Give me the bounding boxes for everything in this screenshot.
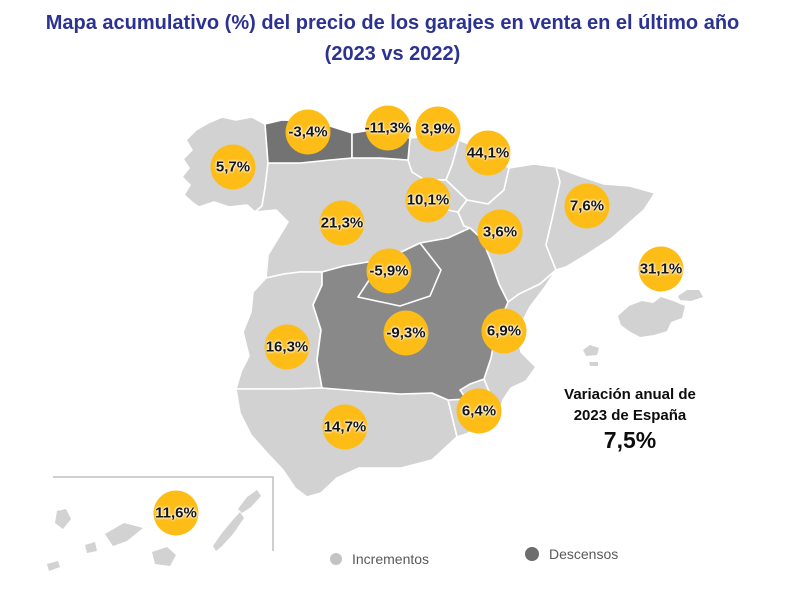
island-mallorca <box>618 297 685 337</box>
legend-increments-label: Incrementos <box>352 551 430 567</box>
island-ibiza <box>583 345 599 356</box>
bubble-baleares: 31,1% <box>638 246 684 292</box>
bubble-andalucia: 14,7% <box>322 404 368 450</box>
bubble-extremadura: 16,3% <box>264 324 310 370</box>
island-el-hierro <box>47 561 60 571</box>
island-gran-canaria <box>152 547 176 566</box>
page-title-line1: Mapa acumulativo (%) del precio de los g… <box>45 12 740 34</box>
bubble-castilla-y-leon: 21,3% <box>319 200 365 246</box>
legend-decreases: Descensos <box>525 546 618 562</box>
page-title: Mapa acumulativo (%) del precio de los g… <box>0 8 785 70</box>
bubble-murcia: 6,4% <box>456 388 502 434</box>
bubble-galicia: 5,7% <box>210 144 256 190</box>
bubble-pais-vasco: 3,9% <box>415 106 461 152</box>
bubble-castilla-la-mancha: -9,3% <box>383 310 429 356</box>
decrease-dot-icon <box>525 547 539 561</box>
bubble-madrid: -5,9% <box>366 248 412 294</box>
island-formentera <box>589 362 598 366</box>
bubble-cantabria: -11,3% <box>365 105 411 151</box>
bubble-valencia: 6,9% <box>481 308 527 354</box>
page-title-line2: (2023 vs 2022) <box>324 43 461 65</box>
legend-decreases-label: Descensos <box>549 546 619 562</box>
bubble-canarias: 11,6% <box>153 490 199 536</box>
island-lanzarote <box>238 490 261 513</box>
national-variation-line2: 2023 de España <box>573 407 687 424</box>
legend-increments: Incrementos <box>330 551 429 567</box>
island-tenerife <box>105 523 143 546</box>
national-variation-note: Variación anual de 2023 de España 7,5% <box>545 384 715 454</box>
national-variation-line1: Variación anual de <box>564 386 696 403</box>
island-fuerteventura <box>213 512 244 551</box>
canarias-inset-border <box>53 476 274 551</box>
bubble-navarra: 44,1% <box>465 130 511 176</box>
increment-dot-icon <box>330 553 342 565</box>
island-la-palma <box>55 509 71 529</box>
island-menorca <box>678 290 703 301</box>
bubble-aragon: 3,6% <box>477 209 523 255</box>
national-variation-value: 7,5% <box>603 427 657 453</box>
bubble-la-rioja: 10,1% <box>405 177 451 223</box>
bubble-asturias: -3,4% <box>285 109 331 155</box>
island-la-gomera <box>85 542 97 553</box>
bubble-cataluna: 7,6% <box>564 183 610 229</box>
